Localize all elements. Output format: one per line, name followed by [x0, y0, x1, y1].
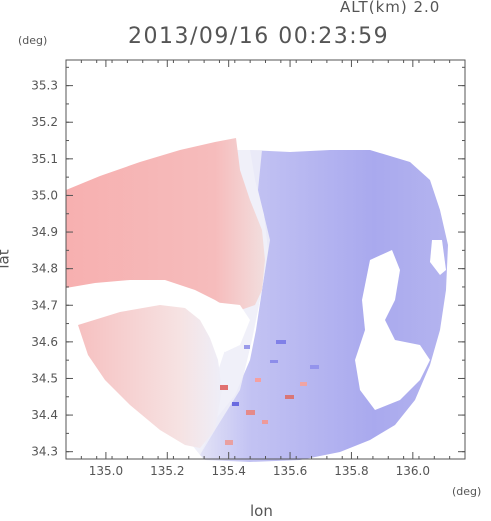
y-unit-label: (deg) [18, 34, 48, 47]
x-tick-label: 135.0 [89, 464, 123, 478]
y-tick-label: 35.0 [31, 188, 58, 202]
x-tick-label: 135.4 [211, 464, 245, 478]
speckle-cluster [220, 340, 319, 445]
x-tick-label: 135.8 [334, 464, 368, 478]
datetime-title: 2013/09/16 00:23:59 [128, 24, 390, 49]
receding-region-south [78, 305, 222, 448]
y-tick-label: 34.6 [31, 335, 58, 349]
y-tick-label: 34.8 [31, 262, 58, 276]
x-tick-label: 135.2 [150, 464, 184, 478]
receding-region-north [66, 138, 265, 312]
y-tick-label: 34.3 [31, 445, 58, 459]
x-axis-label: lon [250, 502, 273, 520]
x-tick-label: 136.0 [396, 464, 430, 478]
y-tick-label: 34.9 [31, 225, 58, 239]
y-tick-label: 35.2 [31, 115, 58, 129]
y-tick-label: 35.3 [31, 79, 58, 93]
y-tick-label: 34.4 [31, 408, 58, 422]
no-data-gap [195, 300, 250, 352]
velocity-field [66, 138, 448, 462]
y-tick-label: 35.1 [31, 152, 58, 166]
altitude-label: ALT(km) 2.0 [340, 0, 441, 16]
y-tick-label: 34.5 [31, 371, 58, 385]
no-data-gap [355, 250, 430, 410]
y-tick-label: 34.7 [31, 298, 58, 312]
axes: 135.0 135.2 135.4 135.6 135.8 136.0 34.3 34.4 34… [31, 60, 465, 478]
no-data-gap [430, 240, 446, 275]
x-unit-label: (deg) [452, 485, 482, 498]
x-tick-label: 135.6 [273, 464, 307, 478]
